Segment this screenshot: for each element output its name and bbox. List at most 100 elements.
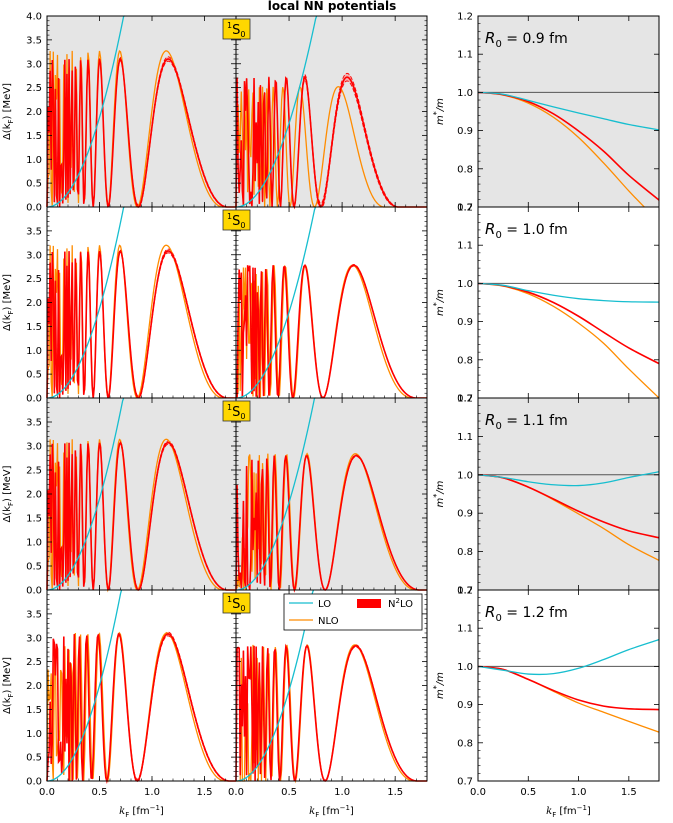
figure-title: local NN potentials bbox=[268, 0, 397, 13]
gap-axis-tail: ) [MeV] bbox=[2, 657, 13, 694]
mass-axis-star: * bbox=[432, 111, 441, 115]
n2lo-line bbox=[46, 57, 236, 209]
gap-y-tick-label: 2.0 bbox=[26, 681, 42, 692]
x-axis-label: kF [fm−1] bbox=[309, 804, 354, 819]
n2lo-mass-line bbox=[477, 282, 660, 365]
channel-label: 1S0 bbox=[227, 212, 245, 230]
x-axis-sub: F bbox=[315, 811, 319, 819]
channel-badge: 1S0 bbox=[222, 209, 251, 231]
legend-n2lo-swatch bbox=[357, 599, 381, 608]
lo-line bbox=[235, 15, 318, 208]
gap-y-tick-label: 1.0 bbox=[26, 346, 42, 357]
gap-y-tick-label: 2.5 bbox=[26, 83, 42, 94]
gap-y-tick-label: 1.5 bbox=[26, 131, 42, 142]
n2lo-mass-line bbox=[477, 665, 660, 711]
r0-label: R0 = 1.0 fm bbox=[485, 220, 568, 241]
channel-sup: 1 bbox=[227, 595, 232, 604]
y-tick-label: 1.0 bbox=[457, 279, 473, 290]
channel-sub: 0 bbox=[240, 412, 245, 421]
channel-sup: 1 bbox=[227, 403, 232, 412]
y-tick-label: 1.2 bbox=[457, 586, 473, 597]
x-tick-label: 0.0 bbox=[228, 787, 244, 798]
gap-y-tick-label: 1.5 bbox=[26, 705, 42, 716]
y-tick-label: 0.8 bbox=[457, 355, 473, 366]
gap-panel-r3-c2 bbox=[235, 397, 428, 593]
mass-axis-tail: /m bbox=[435, 480, 446, 494]
nlo-line bbox=[46, 50, 236, 208]
mass-axis-tail: /m bbox=[435, 98, 446, 112]
legend-nlo-label: NLO bbox=[318, 616, 339, 627]
lo-mass-line bbox=[477, 639, 660, 676]
y-tick-label: 0.7 bbox=[457, 586, 473, 597]
r0-symbol: R bbox=[485, 220, 495, 238]
lo-line bbox=[46, 589, 123, 782]
y-tick-label: 1.0 bbox=[457, 662, 473, 673]
gap-y-tick-label: 3.0 bbox=[26, 59, 42, 70]
channel-badge: 1S0 bbox=[222, 592, 251, 614]
gap-y-tick-label: 0.5 bbox=[26, 179, 42, 190]
y-tick-label: 0.9 bbox=[457, 126, 473, 137]
y-tick-label: 0.8 bbox=[457, 738, 473, 749]
legend-n2lo-sup: 2 bbox=[395, 597, 399, 605]
gap-y-tick-label: 1.0 bbox=[26, 538, 42, 549]
x-axis-close: ] bbox=[587, 806, 591, 817]
panel-background bbox=[478, 398, 659, 590]
gap-axis-tail: ) [MeV] bbox=[2, 274, 13, 311]
r0-value: = 1.1 fm bbox=[502, 413, 568, 429]
lo-line bbox=[235, 397, 316, 591]
n2lo-line bbox=[235, 643, 427, 782]
mass-axis-label: m*/m bbox=[432, 672, 446, 699]
n2lo-line bbox=[46, 249, 236, 400]
y-tick-label: 1.1 bbox=[457, 50, 473, 61]
y-tick-label: 1.2 bbox=[457, 203, 473, 214]
x-tick-label: 0.5 bbox=[92, 787, 108, 798]
y-tick-label: 1.1 bbox=[457, 432, 473, 443]
mass-axis-symbol: m bbox=[435, 115, 446, 125]
gap-y-tick-label: 3.0 bbox=[26, 250, 42, 261]
gap-axis-symbol: Δ(k bbox=[2, 314, 13, 331]
x-axis-label: kF [fm−1] bbox=[546, 804, 591, 819]
gap-y-tick-label: 0.0 bbox=[26, 586, 42, 597]
x-tick-label: 1.5 bbox=[387, 787, 403, 798]
channel-badge-box bbox=[222, 592, 251, 614]
x-axis-unit: [fm bbox=[556, 806, 576, 817]
mass-panel-r4: 0.7 0.8 0.9 1.0 1.1 1.2 R0 = 1.2 fm m*/m bbox=[432, 586, 660, 788]
x-axis-sub: F bbox=[125, 811, 129, 819]
r0-label: R0 = 1.1 fm bbox=[485, 411, 568, 432]
channel-base: S bbox=[232, 597, 240, 612]
y-tick-label: 0.9 bbox=[457, 509, 473, 520]
gap-y-tick-label: 3.5 bbox=[26, 226, 42, 237]
gap-y-tick-label: 2.5 bbox=[26, 274, 42, 285]
gap-y-tick-label: 0.5 bbox=[26, 562, 42, 573]
panel-frame bbox=[477, 589, 660, 782]
mass-axis-label: m*/m bbox=[432, 98, 446, 125]
lo-mass-line bbox=[477, 282, 660, 303]
r0-subscript: 0 bbox=[495, 230, 501, 241]
mass-axis-tail: /m bbox=[435, 289, 446, 303]
x-tick-label: 1.0 bbox=[571, 787, 587, 798]
legend-n2lo-tail: LO bbox=[400, 599, 413, 610]
x-tick-label: 0.0 bbox=[39, 787, 55, 798]
gap-panel-r1-c1 bbox=[46, 15, 237, 209]
y-tick-label: 0.8 bbox=[457, 547, 473, 558]
mass-axis-tail: /m bbox=[435, 672, 446, 686]
mass-axis-symbol: m bbox=[435, 497, 446, 507]
legend-n2lo-base: N bbox=[388, 599, 395, 610]
n2lo-line bbox=[235, 263, 427, 399]
gap-axis-label: Δ(kF) [MeV] bbox=[2, 83, 15, 140]
r0-subscript: 0 bbox=[495, 421, 501, 432]
legend-lo-label: LO bbox=[318, 599, 331, 610]
x-tick-label: 1.0 bbox=[334, 787, 350, 798]
gap-axis-label: Δ(kF) [MeV] bbox=[2, 274, 15, 331]
n2lo-line bbox=[46, 441, 236, 592]
y-tick-label: 0.7 bbox=[457, 394, 473, 405]
x-tick-label: 1.5 bbox=[621, 787, 637, 798]
y-tick-label: 1.0 bbox=[457, 470, 473, 481]
y-tick-label: 1.2 bbox=[457, 12, 473, 23]
gap-y-tick-label: 3.0 bbox=[26, 442, 42, 453]
r0-value: = 0.9 fm bbox=[502, 31, 568, 47]
x-axis-symbol: k bbox=[119, 806, 125, 817]
gap-y-tick-label: 1.5 bbox=[26, 322, 42, 333]
x-tick-label: 1.5 bbox=[197, 787, 213, 798]
